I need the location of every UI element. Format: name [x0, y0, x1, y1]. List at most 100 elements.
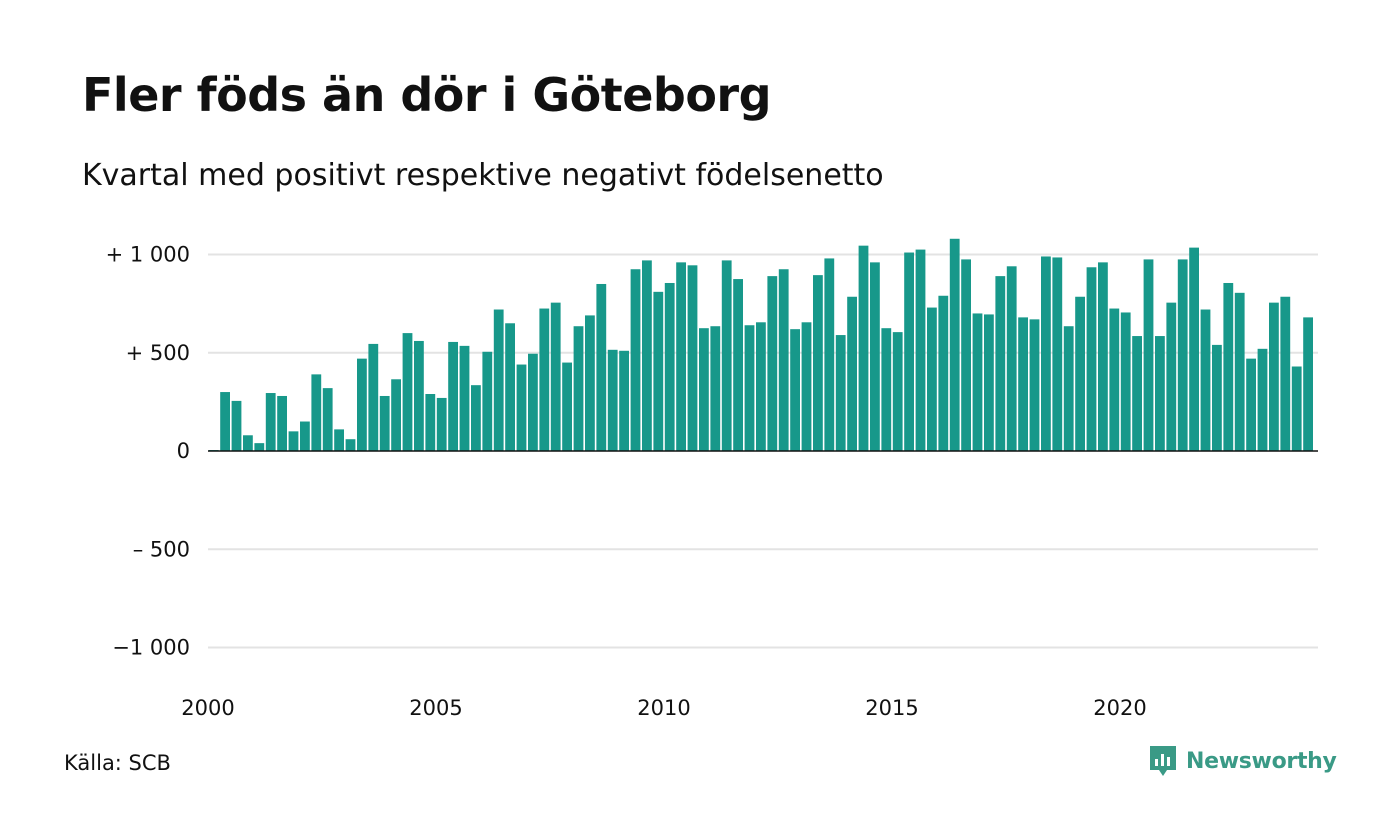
bar [790, 329, 800, 451]
bar [482, 351, 493, 451]
bar [824, 258, 835, 451]
bar [642, 260, 652, 451]
bar [1269, 302, 1279, 451]
bar [835, 335, 846, 451]
bar [1029, 319, 1040, 452]
bar [379, 395, 390, 451]
y-tick-label: + 1 000 [106, 243, 190, 267]
bar [585, 315, 595, 451]
bar [471, 385, 481, 451]
bar [892, 332, 903, 451]
x-tick-label: 2015 [865, 696, 918, 720]
source-note: Källa: SCB [64, 751, 171, 775]
bar [265, 393, 276, 451]
bar [1257, 348, 1268, 451]
bar [528, 353, 538, 451]
bar [436, 397, 447, 451]
bar [322, 388, 333, 451]
x-tick-label: 2005 [409, 696, 462, 720]
bar [414, 340, 424, 451]
x-tick-label: 2020 [1093, 696, 1146, 720]
bar [1109, 308, 1120, 451]
bar [995, 276, 1006, 452]
bar [368, 343, 379, 451]
bar [1120, 312, 1131, 451]
bar [767, 276, 778, 452]
bar [596, 283, 607, 452]
bar [402, 333, 413, 451]
bar [311, 374, 322, 452]
bar [1155, 336, 1165, 451]
bar [721, 260, 732, 451]
bar [607, 349, 618, 451]
bar [801, 322, 812, 451]
y-tick-label: – 500 [133, 537, 190, 561]
bar [1223, 282, 1234, 451]
x-tick-label: 2000 [181, 696, 234, 720]
bar [1006, 266, 1017, 451]
bar [505, 323, 515, 451]
bar [756, 322, 766, 451]
chart-subtitle: Kvartal med positivt respektive negativt… [82, 158, 884, 193]
bar [1212, 344, 1222, 451]
bar [653, 291, 664, 451]
bar [1018, 317, 1028, 451]
x-axis-labels: 2000 2005 2010 2015 2020 [181, 696, 1146, 720]
bar [1246, 358, 1256, 451]
bar [334, 429, 344, 451]
bar [391, 379, 401, 451]
newsworthy-logo[interactable]: Newsworthy [1148, 744, 1337, 778]
bar [847, 296, 857, 451]
chart-title: Fler föds än dör i Göteborg [82, 68, 772, 122]
bar [243, 435, 253, 451]
bar [220, 392, 230, 451]
bar [972, 313, 983, 451]
bar [493, 309, 504, 451]
bar [961, 259, 971, 451]
bar [345, 439, 356, 451]
bar [550, 302, 561, 451]
bar [1200, 309, 1211, 451]
bar [1132, 336, 1142, 451]
bar [1303, 317, 1313, 451]
bar [357, 358, 367, 451]
bar [619, 350, 629, 451]
bar [927, 307, 937, 451]
bar [858, 245, 869, 451]
bar [984, 314, 994, 451]
bar [949, 238, 960, 451]
bar [254, 443, 265, 451]
bar [710, 326, 721, 451]
bar [778, 269, 789, 451]
bar [516, 364, 527, 451]
bar [231, 400, 242, 451]
bar [676, 262, 686, 451]
bar [1291, 366, 1302, 451]
bar [744, 325, 755, 451]
bar [1189, 247, 1199, 451]
bar [870, 262, 880, 451]
bar [904, 252, 914, 451]
bar [1280, 296, 1291, 451]
bar [277, 395, 287, 451]
bar [448, 341, 458, 451]
bar [539, 308, 550, 451]
bar [1052, 257, 1063, 451]
y-tick-label: 0 [177, 439, 190, 463]
bar [1143, 259, 1154, 451]
x-tick-label: 2010 [637, 696, 690, 720]
bar [915, 249, 926, 451]
bar [425, 394, 436, 451]
bar [300, 421, 310, 451]
y-tick-label: + 500 [126, 341, 190, 365]
newsworthy-icon [1150, 746, 1176, 776]
bar [664, 282, 675, 451]
bar [1177, 259, 1188, 451]
bar [1063, 326, 1074, 451]
bar [1166, 302, 1177, 451]
bar [1041, 256, 1051, 451]
bar [1086, 267, 1097, 451]
bar [813, 275, 823, 451]
bar [1098, 262, 1108, 451]
